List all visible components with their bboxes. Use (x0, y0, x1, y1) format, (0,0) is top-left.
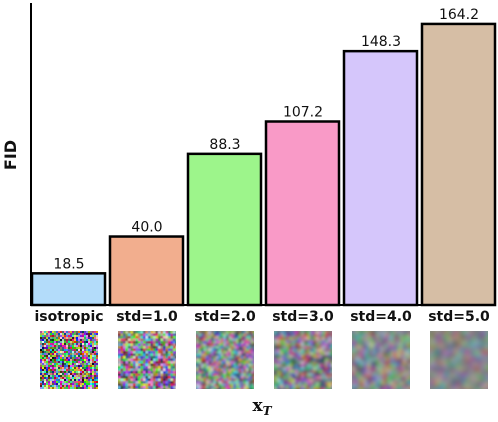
bar-std-1-0 (108, 235, 185, 307)
noise-thumbnail (40, 331, 98, 389)
bar-value-label: 88.3 (209, 137, 240, 153)
bar-isotropic (30, 272, 107, 307)
category-tick-label: std=3.0 (272, 309, 334, 325)
category-tick-label: std=2.0 (194, 309, 256, 325)
bar-value-label: 18.5 (53, 256, 84, 272)
bar-std-5-0 (420, 22, 497, 307)
category-tick-label: isotropic (34, 309, 103, 325)
bar-std-3-0 (264, 120, 341, 307)
category-tick-label: std=1.0 (116, 309, 178, 325)
x-axis-label-subscript: T (263, 404, 273, 418)
category-tick-label: std=4.0 (350, 309, 412, 325)
bar-value-label: 164.2 (439, 7, 479, 23)
bar-value-label: 107.2 (283, 104, 323, 120)
bar-std-2-0 (186, 152, 263, 307)
noise-thumbnails (40, 331, 488, 389)
noise-thumbnail (352, 331, 410, 389)
bars-layer: 18.5 isotropic 40.0 std=1.0 88.3 std=2.0 107.2… (30, 7, 497, 325)
bar-value-label: 148.3 (361, 34, 401, 50)
x-axis-label-main: x (252, 396, 263, 416)
noise-thumbnail (118, 331, 176, 389)
x-axis-label: xT (252, 396, 272, 418)
bar-value-label: 40.0 (131, 220, 162, 236)
noise-thumbnail (430, 331, 488, 389)
noise-thumbnail (196, 331, 254, 389)
category-tick-label: std=5.0 (428, 309, 490, 325)
y-axis-label: FID (1, 140, 20, 170)
bar-std-4-0 (342, 49, 419, 307)
noise-thumbnail (274, 331, 332, 389)
